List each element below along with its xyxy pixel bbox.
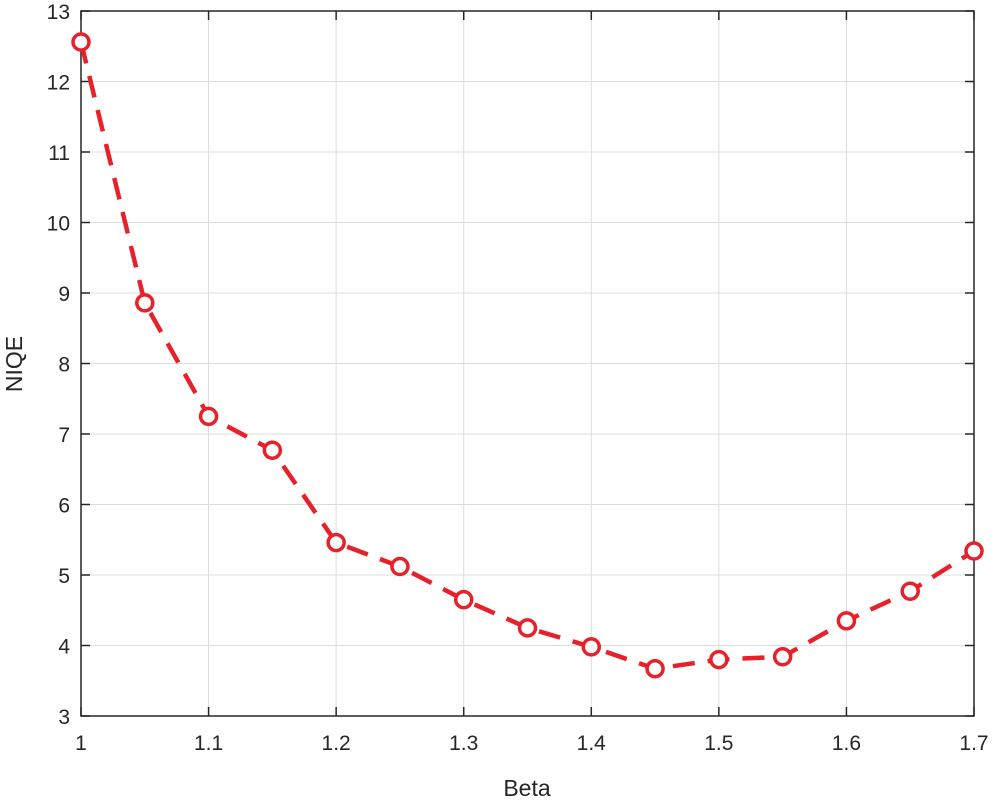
data-point-marker bbox=[964, 541, 984, 561]
data-point-marker bbox=[262, 440, 283, 460]
data-point-marker bbox=[836, 611, 857, 631]
data-point-marker bbox=[772, 647, 793, 667]
y-axis-label: NIQE bbox=[1, 336, 27, 392]
y-tick-label: 11 bbox=[48, 142, 70, 165]
x-axis-label: Beta bbox=[503, 775, 551, 800]
y-tick-label: 6 bbox=[58, 495, 70, 518]
y-tick-label: 5 bbox=[58, 565, 70, 588]
x-tick-label: 1 bbox=[75, 732, 87, 755]
x-tick-label: 1.5 bbox=[704, 732, 733, 755]
x-tick-label: 1.2 bbox=[322, 732, 351, 755]
x-tick-label: 1.1 bbox=[194, 732, 223, 755]
data-point-marker bbox=[581, 637, 602, 657]
y-tick-label: 12 bbox=[47, 72, 70, 95]
series-line bbox=[78, 41, 976, 672]
data-point-marker bbox=[326, 532, 346, 553]
data-point-marker bbox=[900, 581, 920, 601]
y-tick-label: 8 bbox=[58, 354, 70, 377]
y-tick-label: 13 bbox=[47, 1, 70, 24]
x-tick-label: 1.6 bbox=[832, 732, 861, 755]
x-tick-label: 1.4 bbox=[577, 732, 607, 755]
x-tick-label: 1.7 bbox=[959, 732, 988, 755]
x-tick-label: 1.3 bbox=[449, 732, 478, 755]
data-point-marker bbox=[453, 589, 474, 610]
y-tick-label: 4 bbox=[58, 636, 70, 659]
axis-ticks: 1 1.1 1.2 1.3 1.4 1.5 1.6 1.7 3 4 5 6 7 8 9 10 11 12 13 bbox=[47, 1, 989, 755]
data-point-marker bbox=[645, 659, 665, 679]
data-point-marker bbox=[71, 32, 91, 52]
y-tick-label: 9 bbox=[58, 283, 70, 306]
grid-lines bbox=[81, 11, 974, 716]
data-point-marker bbox=[517, 618, 538, 638]
data-point-marker bbox=[198, 406, 219, 427]
data-point-marker bbox=[709, 649, 729, 670]
y-tick-label: 7 bbox=[58, 424, 70, 447]
data-point-marker bbox=[135, 293, 155, 313]
data-series bbox=[71, 32, 984, 679]
data-point-marker bbox=[390, 556, 410, 577]
y-tick-label: 10 bbox=[47, 213, 70, 236]
y-tick-label: 3 bbox=[58, 706, 70, 729]
